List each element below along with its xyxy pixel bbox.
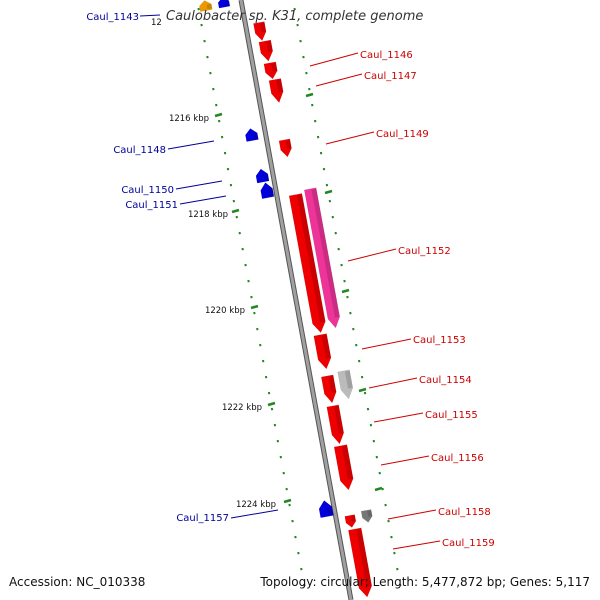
leader-line <box>175 180 223 190</box>
leader-line <box>230 509 279 519</box>
leader-line <box>325 131 375 145</box>
gene-caul-1146a <box>253 21 267 42</box>
kbp-label: 1216 kbp <box>169 114 209 124</box>
gene-caul-1147b <box>268 78 284 104</box>
gene-label-caul-1147: Caul_1147 <box>364 71 417 82</box>
gene-label-caul-1151: Caul_1151 <box>125 200 178 211</box>
leader-line <box>347 248 397 262</box>
topology-text: Topology: circular; Length: 5,477,872 bp… <box>260 575 590 589</box>
gene-caul-1148 <box>245 128 259 142</box>
leader-line <box>167 140 215 150</box>
leader-line <box>368 377 418 389</box>
leader-line <box>315 73 363 87</box>
gene-caul-1150 <box>255 168 270 184</box>
kbp-label: 1224 kbp <box>236 500 276 510</box>
major-tick <box>250 304 259 310</box>
gene-caul-1153 <box>313 333 332 370</box>
gene-label-caul-1155: Caul_1155 <box>425 410 478 421</box>
leader-line <box>392 540 441 550</box>
major-tick <box>283 498 292 504</box>
gene-caul-1158 <box>344 514 357 528</box>
gene-orange <box>199 0 213 12</box>
gene-label-caul-1159: Caul_1159 <box>442 538 495 549</box>
major-tick <box>341 288 350 294</box>
kbp-label-partial: 12 <box>151 18 162 28</box>
gene-label-caul-1150: Caul_1150 <box>121 185 174 196</box>
gene-label-caul-1143: Caul_1143 <box>86 12 139 23</box>
leader-line <box>361 338 412 350</box>
gene-caul-1147 <box>263 61 278 80</box>
gene-caul-1157 <box>318 500 334 518</box>
gene-caul-1146 <box>258 39 273 62</box>
gene-caul-1154 <box>321 374 337 404</box>
gene-label-caul-1157: Caul_1157 <box>176 513 229 524</box>
major-tick <box>214 112 223 118</box>
gene-caul-1156 <box>333 444 354 491</box>
accession-text: Accession: NC_010338 <box>9 575 146 589</box>
gene-features <box>199 0 373 598</box>
major-tick <box>358 387 367 393</box>
gene-label-caul-1149: Caul_1149 <box>376 129 429 140</box>
gene-caul-1151 <box>260 182 275 199</box>
leader-line <box>179 195 227 205</box>
major-tick <box>374 486 383 492</box>
major-tick <box>231 208 240 214</box>
kbp-label: 1218 kbp <box>188 210 228 220</box>
kbp-tick-labels: 1216 kbp 1218 kbp 1220 kbp 1222 kbp 1224 kbp… <box>151 18 276 510</box>
gene-caul-1152-pseudo <box>304 187 341 329</box>
gene-caul-1155 <box>326 404 344 445</box>
gene-label-caul-1148: Caul_1148 <box>113 145 166 156</box>
gene-label-caul-1153: Caul_1153 <box>413 335 466 346</box>
tick-rings <box>197 7 402 587</box>
gene-caul-1159 <box>348 527 373 598</box>
major-tick <box>305 92 314 98</box>
gene-label-caul-1154: Caul_1154 <box>419 375 472 386</box>
gene-label-caul-1146: Caul_1146 <box>360 50 413 61</box>
gene-caul-1152 <box>288 193 326 334</box>
gene-label-caul-1158: Caul_1158 <box>438 507 491 518</box>
genome-title: Caulobacter sp. K31, complete genome <box>166 9 424 24</box>
leader-line <box>139 14 161 17</box>
gene-caul-1143 <box>217 0 231 9</box>
kbp-label: 1220 kbp <box>205 306 245 316</box>
gene-label-caul-1152: Caul_1152 <box>398 246 451 257</box>
gene-caul-1158-dark <box>360 509 373 523</box>
gene-caul-1149 <box>278 138 292 158</box>
leader-line <box>373 412 424 423</box>
kbp-label: 1222 kbp <box>222 403 262 413</box>
genome-backbone <box>238 0 354 600</box>
leader-line <box>309 52 359 67</box>
gene-caul-1154-other <box>337 369 354 400</box>
leader-line <box>387 509 437 520</box>
major-tick <box>324 189 333 195</box>
gene-label-caul-1156: Caul_1156 <box>431 453 484 464</box>
gene-labels: Caul_1146 Caul_1147 Caul_1149 Caul_1152 Caul… <box>86 12 495 550</box>
major-tick <box>267 401 276 407</box>
leader-line <box>380 455 430 466</box>
